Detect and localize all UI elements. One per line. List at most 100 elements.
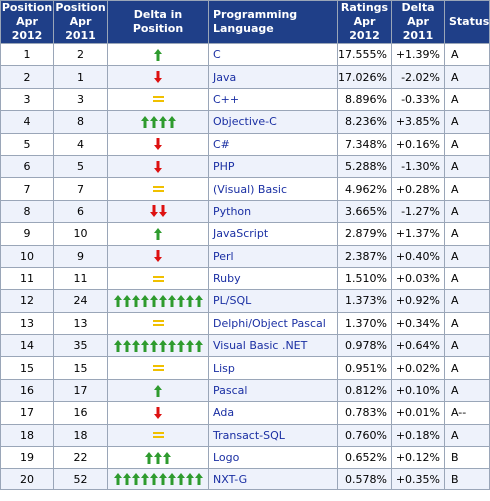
position-2012-cell: 7 bbox=[0, 177, 54, 201]
delta-rating-cell: +0.28% bbox=[391, 177, 445, 201]
rating-cell: 1.373% bbox=[337, 289, 392, 313]
equal-icon bbox=[152, 431, 164, 439]
language-link[interactable]: Ada bbox=[208, 401, 338, 425]
rating-cell: 0.978% bbox=[337, 334, 392, 358]
up-arrow-icon bbox=[194, 339, 203, 352]
status-cell: A-- bbox=[444, 401, 490, 425]
up-arrow-icon bbox=[149, 339, 158, 352]
equal-icon bbox=[152, 319, 164, 327]
status-cell: A bbox=[444, 266, 490, 291]
language-link[interactable]: Lisp bbox=[208, 356, 338, 380]
language-link[interactable]: C bbox=[208, 42, 338, 67]
language-link[interactable]: Objective-C bbox=[208, 110, 338, 134]
up-arrow-icon bbox=[154, 451, 162, 464]
header-language: Programming Language bbox=[208, 0, 338, 44]
language-link[interactable]: PHP bbox=[208, 154, 338, 179]
language-link[interactable]: Pascal bbox=[208, 378, 338, 403]
position-2011-cell: 2 bbox=[53, 42, 108, 67]
position-2012-cell: 8 bbox=[0, 199, 54, 224]
up-arrow-icon bbox=[163, 451, 171, 464]
delta-rating-cell: +0.03% bbox=[391, 266, 445, 291]
delta-rating-cell: +3.85% bbox=[391, 110, 445, 134]
table-row: 10 9 Perl 2.387% +0.40% A bbox=[0, 244, 490, 268]
delta-position-cell bbox=[107, 289, 209, 313]
rating-cell: 0.760% bbox=[337, 423, 392, 448]
table-row: 18 18 Transact-SQL 0.760% +0.18% A bbox=[0, 423, 490, 448]
position-2011-cell: 9 bbox=[53, 244, 108, 268]
rating-cell: 0.783% bbox=[337, 401, 392, 425]
language-link[interactable]: Python bbox=[208, 199, 338, 224]
delta-rating-cell: +1.37% bbox=[391, 222, 445, 246]
delta-rating-cell: +1.39% bbox=[391, 42, 445, 67]
delta-rating-cell: -1.30% bbox=[391, 154, 445, 179]
delta-position-cell bbox=[107, 154, 209, 179]
up-arrow-icon bbox=[131, 473, 140, 486]
up-arrow-icon bbox=[140, 115, 149, 128]
up-arrow-icon bbox=[122, 339, 131, 352]
position-2012-cell: 14 bbox=[0, 334, 54, 358]
equal-icon bbox=[152, 275, 164, 283]
up-arrow-icon bbox=[140, 294, 149, 307]
rating-cell: 7.348% bbox=[337, 132, 392, 156]
header-position-2011-line1: Position bbox=[55, 1, 106, 14]
rating-cell: 3.665% bbox=[337, 199, 392, 224]
language-link[interactable]: Java bbox=[208, 65, 338, 89]
status-cell: A bbox=[444, 244, 490, 268]
rating-cell: 17.555% bbox=[337, 42, 392, 67]
delta-rating-cell: +0.16% bbox=[391, 132, 445, 156]
language-link[interactable]: NXT-G bbox=[208, 468, 338, 491]
language-link[interactable]: Visual Basic .NET bbox=[208, 334, 338, 358]
table-row: 13 13 Delphi/Object Pascal 1.370% +0.34% A bbox=[0, 311, 490, 336]
language-link[interactable]: Delphi/Object Pascal bbox=[208, 311, 338, 336]
rating-cell: 4.962% bbox=[337, 177, 392, 201]
header-row: Position Apr 2012 Position Apr 2011 Delt… bbox=[0, 0, 490, 44]
up-arrow-icon bbox=[113, 473, 122, 486]
language-link[interactable]: C# bbox=[208, 132, 338, 156]
language-link[interactable]: Transact-SQL bbox=[208, 423, 338, 448]
delta-position-cell bbox=[107, 199, 209, 224]
table-row: 1 2 C 17.555% +1.39% A bbox=[0, 42, 490, 67]
up-arrow-icon bbox=[154, 384, 162, 397]
rating-cell: 1.510% bbox=[337, 266, 392, 291]
language-link[interactable]: Logo bbox=[208, 446, 338, 470]
language-link[interactable]: (Visual) Basic bbox=[208, 177, 338, 201]
position-2012-cell: 13 bbox=[0, 311, 54, 336]
up-arrow-icon bbox=[113, 294, 122, 307]
delta-position-cell bbox=[107, 446, 209, 470]
up-arrow-icon bbox=[145, 451, 153, 464]
language-link[interactable]: Ruby bbox=[208, 266, 338, 291]
language-link[interactable]: C++ bbox=[208, 87, 338, 112]
delta-position-cell bbox=[107, 244, 209, 268]
position-2011-cell: 17 bbox=[53, 378, 108, 403]
status-cell: A bbox=[444, 110, 490, 134]
header-delta-position: Delta in Position bbox=[107, 0, 209, 44]
delta-position-cell bbox=[107, 311, 209, 336]
delta-position-cell bbox=[107, 401, 209, 425]
table-row: 4 8 Objective-C 8.236% +3.85% A bbox=[0, 110, 490, 134]
position-2011-cell: 24 bbox=[53, 289, 108, 313]
table-row: 2 1 Java 17.026% -2.02% A bbox=[0, 65, 490, 89]
up-arrow-icon bbox=[194, 294, 203, 307]
position-2012-cell: 19 bbox=[0, 446, 54, 470]
status-cell: A bbox=[444, 356, 490, 380]
language-link[interactable]: JavaScript bbox=[208, 222, 338, 246]
language-link[interactable]: Perl bbox=[208, 244, 338, 268]
position-2011-cell: 4 bbox=[53, 132, 108, 156]
delta-rating-cell: -1.27% bbox=[391, 199, 445, 224]
position-2011-cell: 52 bbox=[53, 468, 108, 491]
up-arrow-icon bbox=[176, 294, 185, 307]
position-2011-cell: 16 bbox=[53, 401, 108, 425]
equal-icon bbox=[152, 95, 164, 103]
position-2011-cell: 6 bbox=[53, 199, 108, 224]
status-cell: A bbox=[444, 199, 490, 224]
status-cell: A bbox=[444, 311, 490, 336]
header-position-2012-line1: Position bbox=[1, 1, 53, 14]
position-2012-cell: 17 bbox=[0, 401, 54, 425]
delta-position-cell bbox=[107, 378, 209, 403]
position-2012-cell: 15 bbox=[0, 356, 54, 380]
table-row: 17 16 Ada 0.783% +0.01% A-- bbox=[0, 401, 490, 425]
delta-position-cell bbox=[107, 266, 209, 291]
up-arrow-icon bbox=[113, 339, 122, 352]
position-2011-cell: 8 bbox=[53, 110, 108, 134]
language-link[interactable]: PL/SQL bbox=[208, 289, 338, 313]
